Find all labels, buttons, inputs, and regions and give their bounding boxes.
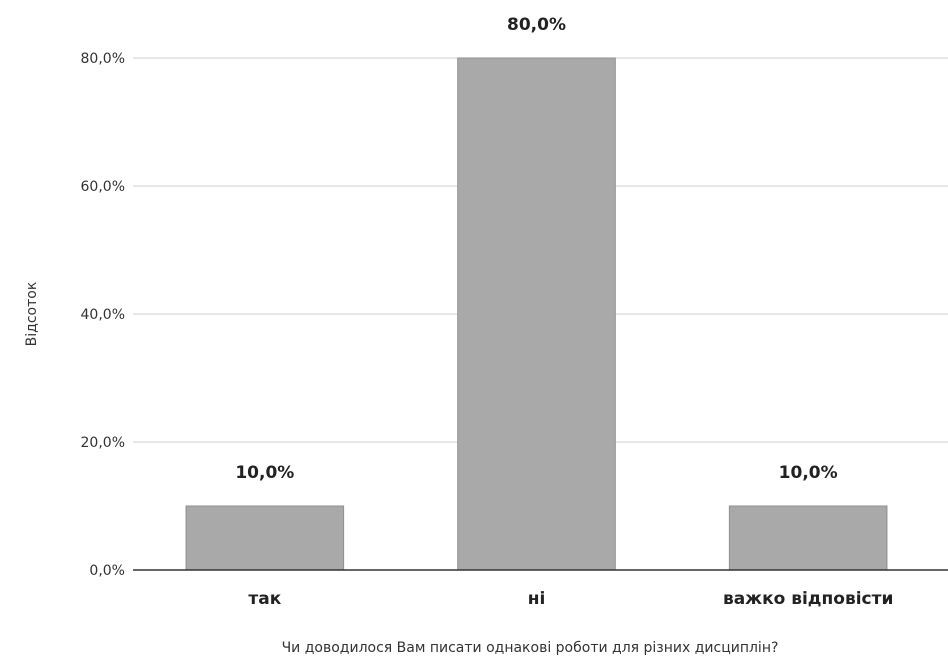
y-axis-ticks: 0,0% 20,0% 40,0% 60,0% 80,0% [81,51,125,579]
bar [728,505,888,571]
y-tick-label: 40,0% [81,307,125,323]
bar-value-label: 10,0% [779,463,838,483]
x-category-label: так [248,589,281,609]
y-tick-label: 80,0% [81,51,125,67]
bar-value-label: 10,0% [235,463,294,483]
y-tick-label: 20,0% [81,435,125,451]
bar [185,505,345,571]
y-axis-title: Відсоток [24,282,40,347]
x-category-label: ні [528,589,546,609]
y-tick-label: 60,0% [81,179,125,195]
bar-value-label: 80,0% [507,15,566,35]
data-labels: 10,0% 80,0% 10,0% [235,15,837,483]
x-axis-categories: так ні важко відповісти [248,589,893,609]
bar [457,57,616,571]
x-axis-title: Чи доводилося Вам писати однакові роботи… [282,640,779,656]
x-category-label: важко відповісти [723,589,893,609]
y-tick-label: 0,0% [89,563,125,579]
